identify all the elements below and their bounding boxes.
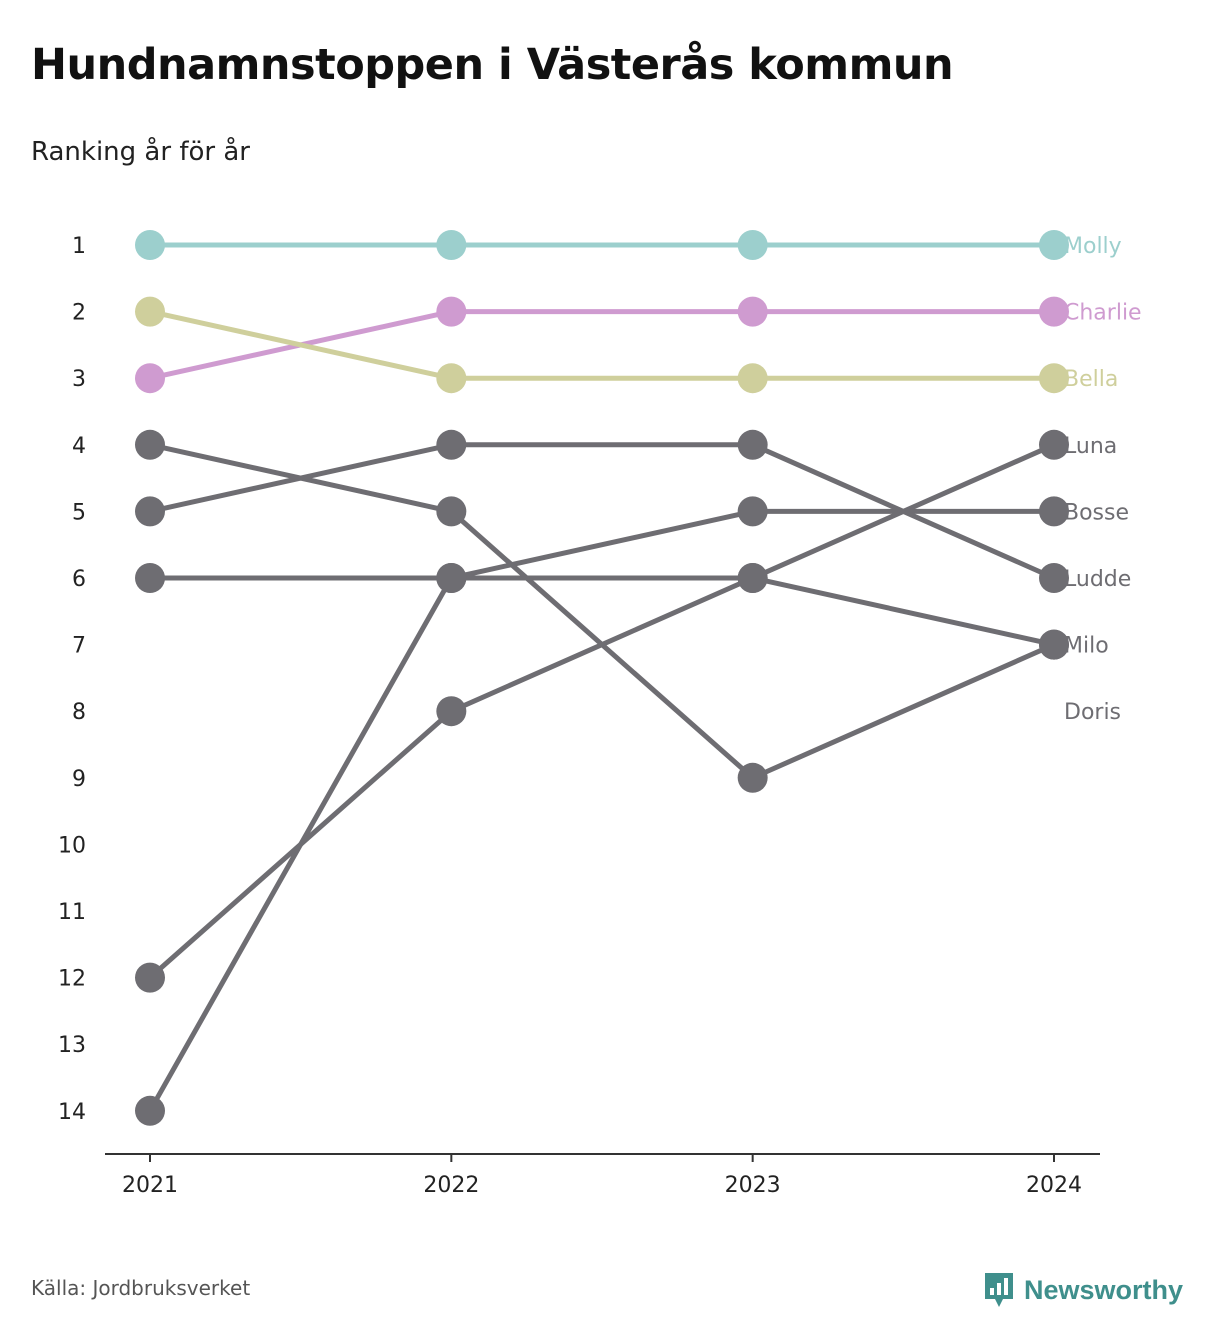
y-tick-label: 12: [58, 967, 86, 992]
series-label-doris: Doris: [1064, 700, 1121, 725]
point-bosse-2021: [135, 563, 165, 593]
series-line-bosse: [147, 508, 1057, 581]
y-tick-label: 6: [72, 567, 86, 592]
x-tick-label: 2023: [725, 1173, 781, 1198]
chart-subtitle: Ranking år för år: [31, 137, 250, 167]
point-molly-2024: [1039, 230, 1069, 260]
y-tick-label: 14: [58, 1100, 86, 1125]
point-bosse-2022: [436, 563, 467, 593]
y-tick-label: 7: [72, 634, 86, 659]
point-doris-2023: [737, 563, 768, 593]
y-tick-label: 5: [72, 500, 86, 525]
point-milo-2021: [135, 429, 165, 460]
series-label-ludde: Ludde: [1064, 567, 1131, 592]
series-label-molly: Molly: [1064, 234, 1122, 259]
point-bosse-2024: [1039, 496, 1069, 527]
y-tick-label: 4: [72, 434, 86, 459]
series-line-milo: [147, 442, 1057, 781]
point-bella-2022: [436, 363, 467, 394]
bar-chart-speech-icon: [985, 1273, 1013, 1307]
point-ludde-2021: [135, 496, 165, 527]
x-tick-label: 2024: [1026, 1173, 1082, 1198]
series-line-charlie: [147, 309, 1057, 381]
point-bella-2021: [135, 296, 165, 327]
x-tick-label: 2021: [122, 1173, 178, 1198]
point-doris-2024: [1039, 629, 1069, 660]
series-line-bella: [147, 309, 1057, 381]
point-charlie-2023: [737, 296, 768, 327]
y-tick-label: 13: [58, 1033, 86, 1058]
point-ludde-2024: [1039, 563, 1069, 593]
series-lines: [147, 242, 1057, 1114]
series-points: [135, 230, 1069, 1126]
point-bella-2024: [1039, 363, 1069, 394]
point-luna-2021: [135, 1095, 165, 1126]
point-charlie-2022: [436, 296, 467, 327]
point-luna-2024: [1039, 429, 1069, 460]
series-label-luna: Luna: [1064, 434, 1117, 459]
point-doris-2022: [436, 696, 467, 727]
source-note: Källa: Jordbruksverket: [31, 1276, 251, 1300]
y-tick-label: 8: [72, 700, 86, 725]
x-tick-label: 2022: [423, 1173, 479, 1198]
point-milo-2023: [737, 762, 768, 793]
y-tick-label: 2: [72, 301, 86, 326]
series-label-bella: Bella: [1064, 367, 1118, 392]
brand-name: Newsworthy: [1024, 1274, 1184, 1305]
point-ludde-2023: [737, 429, 768, 460]
point-molly-2023: [737, 230, 768, 260]
x-axis: 2021 2022 2023 2024: [105, 1153, 1100, 1198]
chart-title: Hundnamnstoppen i Västerås kommun: [31, 40, 954, 90]
point-charlie-2024: [1039, 296, 1069, 327]
series-label-bosse: Bosse: [1064, 500, 1129, 525]
y-tick-label: 3: [72, 367, 86, 392]
y-tick-label: 1: [72, 234, 86, 259]
y-tick-label: 10: [58, 833, 86, 858]
point-milo-2022: [436, 496, 467, 527]
series-label-charlie: Charlie: [1064, 301, 1142, 326]
point-charlie-2021: [135, 363, 165, 394]
y-tick-label: 11: [58, 900, 86, 925]
series-label-milo: Milo: [1064, 634, 1109, 659]
brand-logo: Newsworthy: [983, 1270, 1183, 1310]
series-labels: Molly Charlie Bella Luna Bosse Ludde Milo Doris: [1064, 234, 1142, 725]
series-line-doris: [147, 575, 1057, 981]
point-molly-2022: [436, 230, 467, 260]
y-tick-label: 9: [72, 767, 86, 792]
point-molly-2021: [135, 230, 165, 260]
point-doris-2021: [135, 962, 165, 993]
point-ludde-2022: [436, 429, 467, 460]
point-bosse-2023: [737, 496, 768, 527]
point-bella-2023: [737, 363, 768, 394]
